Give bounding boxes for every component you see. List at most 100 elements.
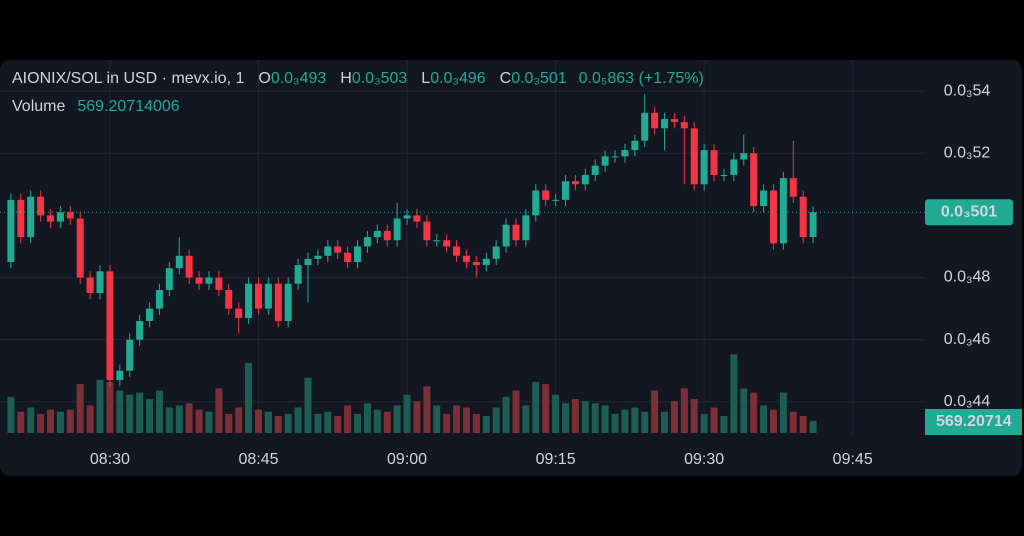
candle-body [423, 221, 431, 241]
volume-bar [522, 405, 530, 433]
last-price-badge [925, 199, 1013, 226]
candle-body [165, 268, 173, 290]
candle-body [47, 215, 55, 222]
candle-body [274, 283, 282, 322]
volume-bar [76, 384, 84, 433]
candle-body [661, 119, 669, 129]
ohlc-value: 0.0₃493 [271, 70, 327, 87]
candle-body [453, 246, 461, 256]
candle-body [561, 181, 569, 200]
candle-body [393, 218, 401, 241]
volume-bar [294, 407, 302, 433]
candle-body [502, 224, 510, 247]
volume-bar [809, 420, 817, 433]
candle-body [195, 277, 203, 284]
volume-bar [443, 413, 451, 433]
candle-body [403, 215, 411, 219]
volume-title: Volume [12, 98, 65, 115]
change: 0.0₅863 (+1.75%) [579, 70, 704, 87]
volume-bar [552, 394, 560, 433]
candle-body [799, 196, 807, 238]
x-tick-label: 09:00 [387, 451, 427, 468]
volume-bar [175, 405, 183, 433]
volume-bar [27, 407, 35, 433]
candle-body [136, 321, 144, 340]
candle-body [146, 308, 154, 322]
volume-bar [700, 413, 708, 433]
candle-body [27, 196, 35, 238]
volume-bar [106, 382, 114, 433]
volume-bar [373, 409, 381, 433]
candle-body [532, 190, 540, 216]
volume-bar [66, 409, 74, 433]
volume-legend: Volume 569.20714006 [12, 98, 180, 115]
candle-body [571, 181, 579, 185]
candle-body [96, 271, 104, 294]
candle-body [621, 150, 629, 157]
candle-body [651, 112, 659, 129]
volume-bar [661, 411, 669, 433]
candle-body [155, 289, 163, 309]
candle-body [76, 218, 84, 278]
volume-bar [680, 388, 688, 433]
volume-bar [453, 405, 461, 433]
candle-body [373, 230, 381, 238]
volume-bar [750, 392, 758, 433]
candle-body [383, 230, 391, 241]
y-tick-label: 0.0₃44 [944, 393, 991, 410]
candle-body [472, 261, 480, 266]
candle-body [294, 265, 302, 284]
candle-body [254, 283, 262, 309]
volume-bar [502, 396, 510, 433]
volume-bar [96, 379, 104, 433]
volume-bar [433, 405, 441, 433]
candle-body [433, 240, 441, 242]
candle-body [760, 190, 768, 207]
candle-body [413, 215, 421, 222]
volume-bar [86, 405, 94, 433]
volume-bar [621, 409, 629, 433]
candle-body [601, 156, 609, 166]
panel [0, 60, 1022, 476]
volume-bar [393, 405, 401, 433]
candle-body [205, 277, 213, 284]
candle-body [591, 165, 599, 175]
candle-body [552, 199, 560, 201]
candle-body [56, 212, 64, 222]
candle-body [482, 258, 490, 266]
volume-bar [225, 413, 233, 433]
volume-bar [740, 388, 748, 433]
candle-body [720, 174, 728, 176]
candle-body [700, 150, 708, 185]
volume-bar [581, 401, 589, 433]
volume-bar [423, 386, 431, 433]
x-tick-label: 09:30 [684, 451, 724, 468]
volume-bar [324, 411, 332, 433]
volume-bar [611, 413, 619, 433]
volume-badge-label: 569.20714 [936, 413, 1012, 430]
volume-bar [403, 394, 411, 433]
volume-bar [7, 396, 15, 433]
candle-body [750, 153, 758, 207]
candle-body [245, 283, 253, 318]
ohlc-value: 0.0₃496 [430, 70, 486, 87]
volume-bar [254, 409, 262, 433]
volume-bar [641, 411, 649, 433]
candle-body [631, 140, 639, 151]
candle-body [86, 277, 94, 294]
volume-bar [274, 416, 282, 433]
volume-bar [601, 405, 609, 433]
grid [0, 60, 925, 436]
candle-body [175, 255, 183, 269]
y-tick-label: 0.0₃48 [944, 269, 991, 286]
y-tick-label: 0.0₃46 [944, 331, 991, 348]
volume-bar [146, 399, 154, 433]
candle-body [462, 255, 470, 262]
candle-body [324, 246, 332, 256]
volume-bar [205, 411, 213, 433]
volume-bar [185, 403, 193, 433]
ohlc-key: C [500, 70, 512, 87]
axes: 0.0₃44 0.0₃46 0.0₃48 0.0₃52 0.0₃54 08:30 08:45… [90, 82, 1022, 468]
